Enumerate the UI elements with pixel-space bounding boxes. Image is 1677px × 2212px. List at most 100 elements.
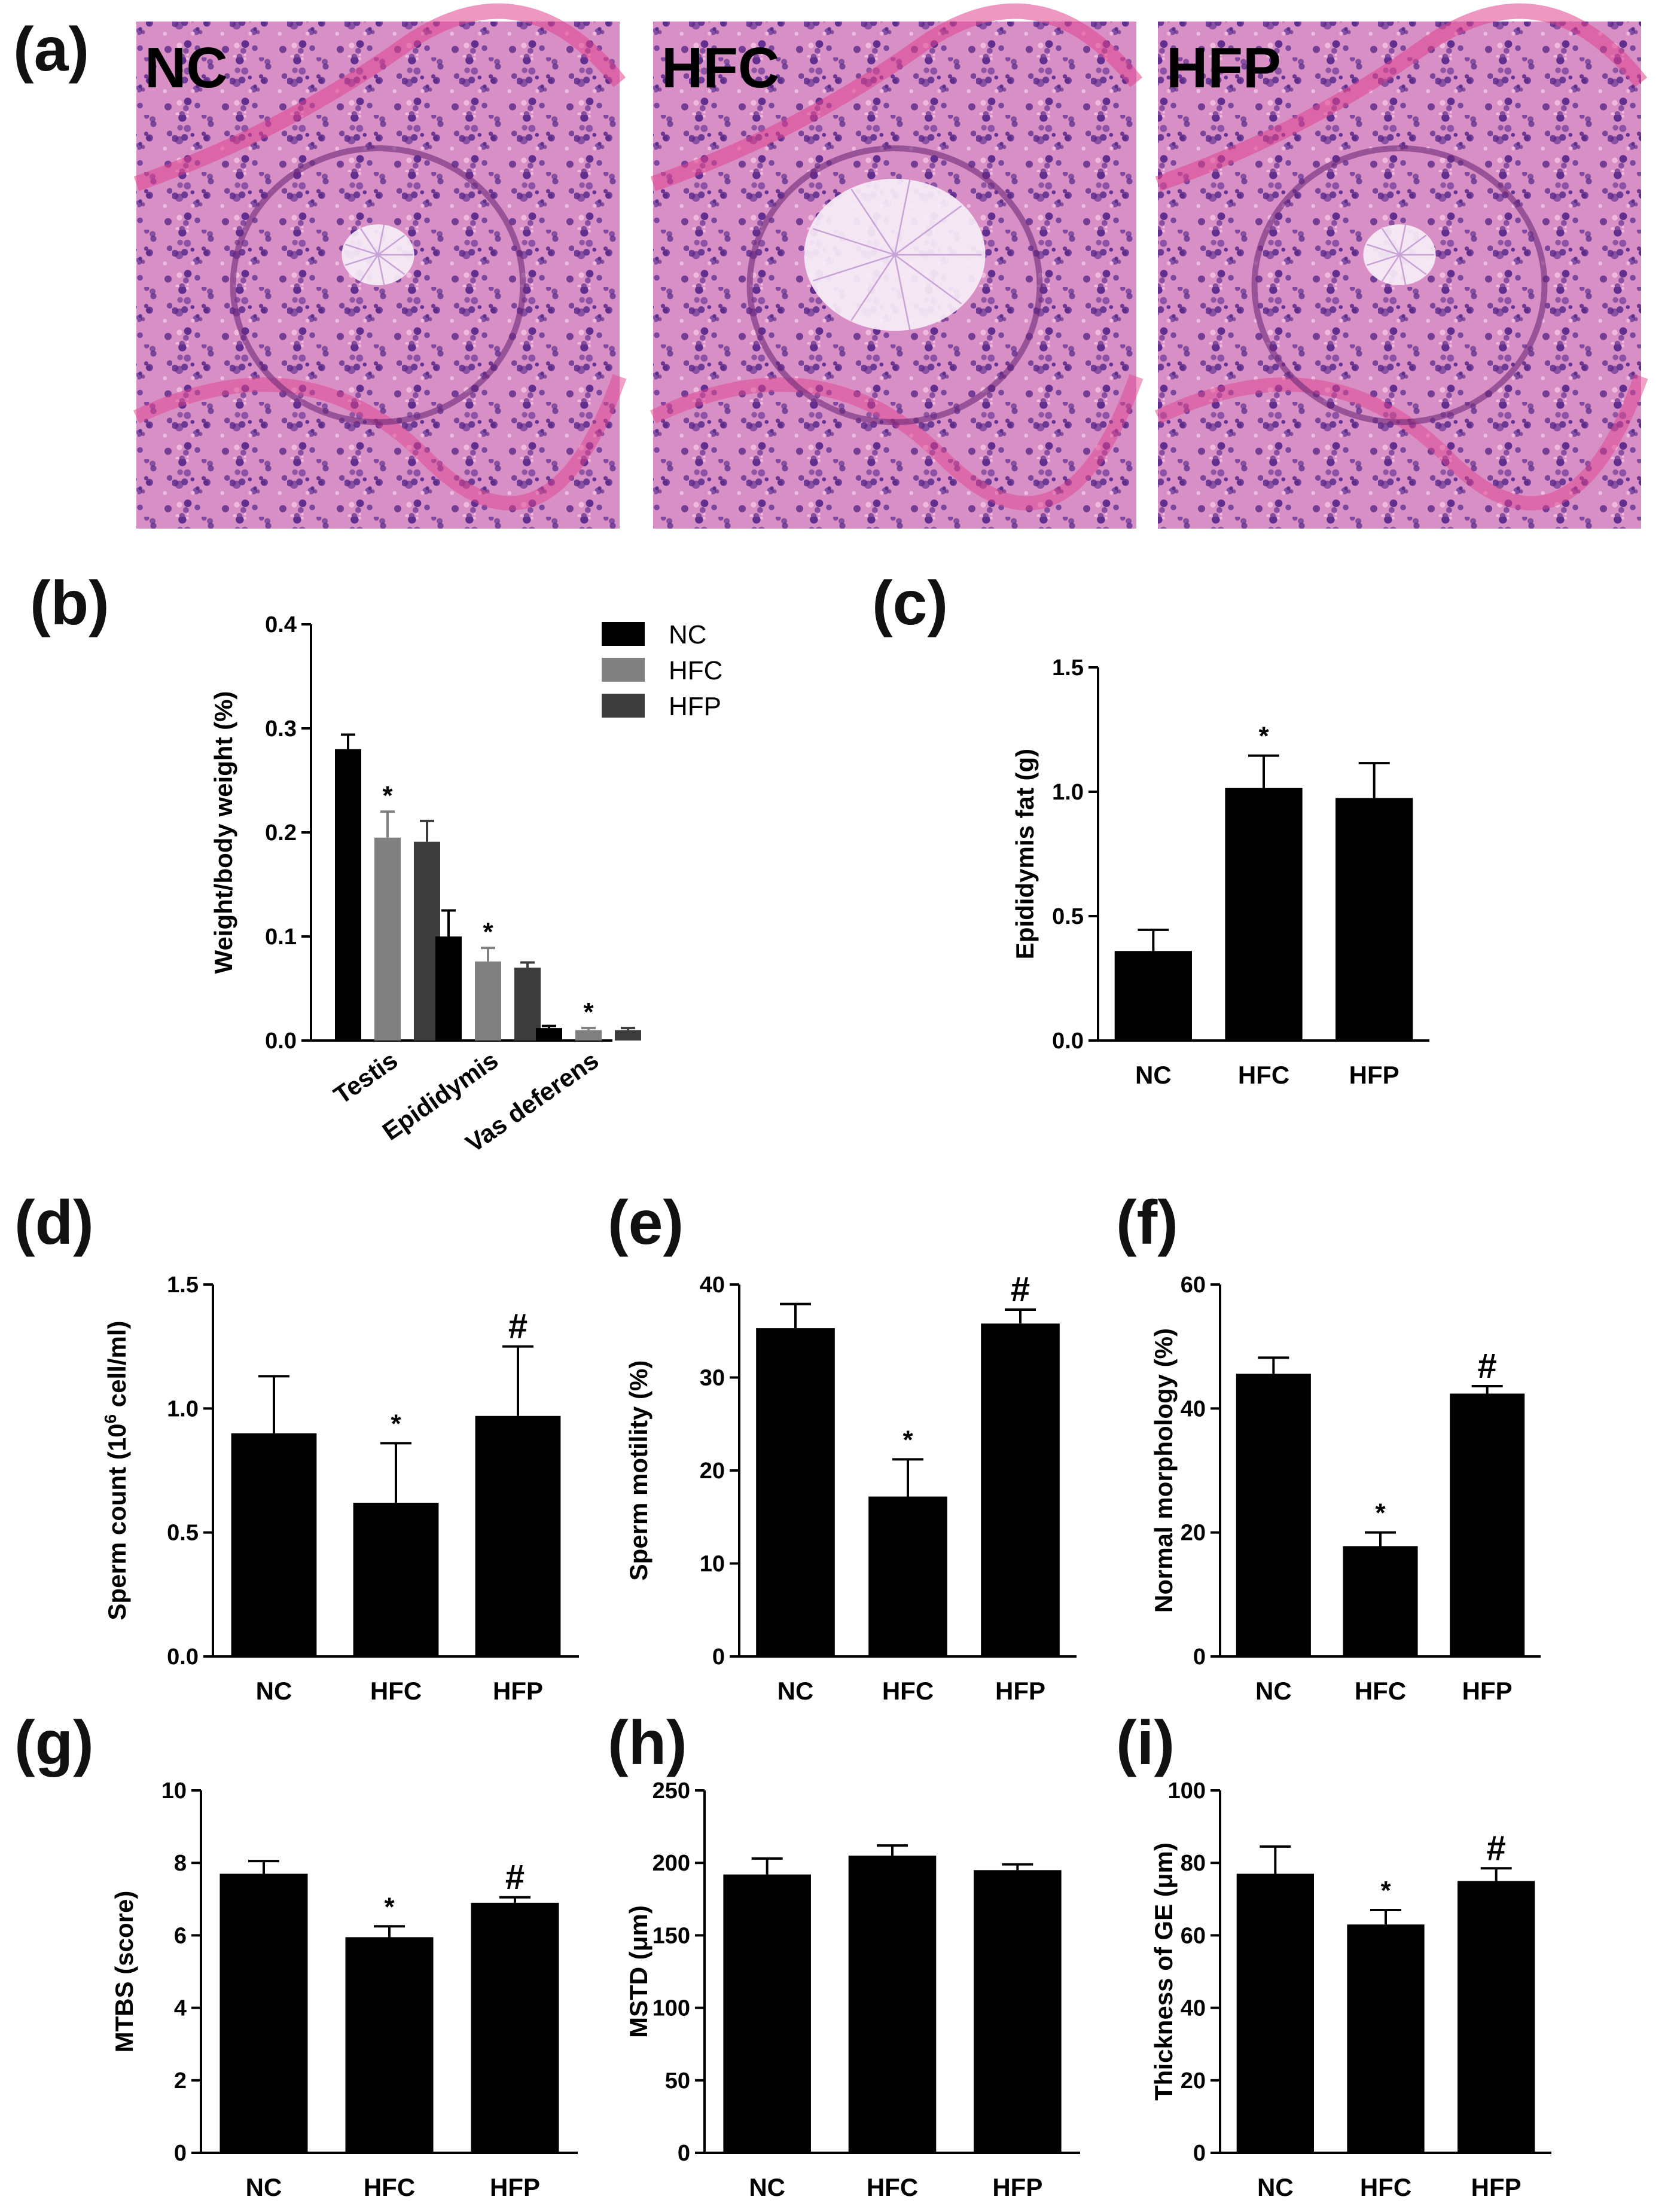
sperm-tail: [894, 254, 962, 304]
sperm-tail: [894, 205, 962, 256]
stroma-band: [650, 3, 1143, 191]
sperm-tail: [1398, 224, 1407, 255]
y-tick-label: 10: [161, 1778, 187, 1804]
sperm-tail: [377, 234, 405, 256]
y-tick-label: 30: [700, 1366, 725, 1391]
stroma-band: [1155, 3, 1648, 191]
stroma-band: [133, 374, 627, 511]
panel-label-d: (d): [14, 1188, 94, 1258]
sperm-tail: [359, 228, 379, 255]
bar-hfp: [974, 1870, 1062, 2153]
panel-label-c: (c): [872, 569, 948, 638]
y-tick-label: 0.1: [265, 925, 297, 950]
sperm-tail: [344, 243, 379, 256]
y-axis-label-superscript: 6: [101, 1414, 120, 1424]
sperm-tail: [344, 254, 379, 266]
y-tick-label: 4: [174, 1996, 187, 2021]
bar-nc: [1114, 951, 1192, 1041]
x-category-label: HFP: [493, 1677, 543, 1705]
y-axis-label: Normal morphology (%): [1149, 1328, 1178, 1613]
y-tick-label: 1.5: [167, 1273, 199, 1298]
sperm-tail: [894, 179, 911, 255]
y-tick-label: 40: [1181, 1396, 1206, 1421]
x-category-label: HFC: [882, 1677, 934, 1705]
y-tick-label: 1.0: [1052, 780, 1084, 805]
legend-label: HFP: [669, 692, 721, 721]
y-axis-label-part: Sperm count (10: [103, 1423, 131, 1620]
x-category-label: HFC: [867, 2173, 918, 2201]
x-category-label: HFP: [1462, 1677, 1513, 1705]
y-tick-label: 0.3: [265, 716, 297, 742]
bar-hfc: [1347, 1924, 1425, 2153]
x-category-label: NC: [256, 1677, 292, 1705]
bar-hfc: [353, 1502, 439, 1656]
x-category-label: NC: [1135, 1061, 1172, 1089]
legend-swatch-hfp: [602, 694, 645, 718]
y-tick-label: 40: [700, 1273, 725, 1298]
x-category-label: NC: [1255, 1677, 1292, 1705]
bar-hfc: [345, 1937, 434, 2153]
stroma-band: [650, 374, 1144, 511]
bar-hfc: [868, 1496, 947, 1656]
sperm-tail: [1381, 228, 1401, 255]
stroma-band: [1154, 374, 1648, 511]
significance-marker: *: [902, 1425, 913, 1454]
bar-nc: [756, 1328, 835, 1656]
y-axis-label: Thickness of GE (μm): [1149, 1842, 1178, 2101]
y-tick-label: 0.0: [1052, 1029, 1084, 1054]
x-category-label: NC: [246, 2173, 282, 2201]
significance-marker: *: [391, 1409, 401, 1438]
x-category-label: HFC: [1238, 1061, 1289, 1089]
bar-nc: [1236, 1374, 1311, 1656]
y-tick-label: 0: [1193, 1644, 1206, 1670]
y-tick-label: 0: [1193, 2141, 1206, 2166]
panel-label-b: (b): [30, 569, 109, 638]
y-tick-label: 6: [174, 1923, 187, 1948]
y-tick-label: 250: [652, 1778, 690, 1804]
significance-marker: *: [1380, 1876, 1391, 1905]
micrograph-nc: NC: [133, 3, 627, 529]
micrograph-label: NC: [145, 36, 228, 100]
bar-hfc: [848, 1856, 937, 2153]
x-category-label: HFC: [1360, 2173, 1411, 2201]
sperm-tail: [1399, 254, 1427, 275]
y-axis-label: Sperm count (106 cell/ml): [101, 1320, 131, 1620]
micrograph-hfp: HFP: [1154, 3, 1648, 529]
sperm-tail: [812, 228, 895, 256]
y-tick-label: 0.5: [167, 1521, 199, 1546]
significance-marker: #: [1487, 1829, 1506, 1868]
x-category-label: HFC: [364, 2173, 415, 2201]
y-axis-label-part: cell/ml): [103, 1320, 131, 1414]
sperm-tail: [377, 224, 385, 255]
stroma-band: [133, 3, 626, 191]
chart-panel-h: (h) 0 50 100 150 200 250 MSTD (μm) NC HFC HFP: [608, 1708, 1080, 2201]
y-tick-label: 8: [174, 1851, 187, 1876]
y-tick-label: 0: [678, 2141, 690, 2166]
x-category-label: HFP: [1471, 2173, 1522, 2201]
legend-swatch-hfc: [602, 658, 645, 682]
y-axis-label: MSTD (μm): [624, 1905, 652, 2038]
sperm-tail: [1399, 234, 1427, 256]
legend-swatch-nc: [602, 622, 645, 646]
x-category-label: HFP: [995, 1677, 1045, 1705]
y-tick-label: 20: [1181, 2068, 1206, 2094]
y-tick-label: 100: [652, 1996, 690, 2021]
y-tick-label: 50: [665, 2068, 690, 2094]
y-axis-label: Epididymis fat (g): [1011, 749, 1039, 959]
sperm-tail: [377, 254, 405, 275]
bar-nc: [231, 1433, 317, 1656]
significance-marker: *: [483, 917, 493, 947]
micrograph-hfc: HFC: [650, 3, 1144, 529]
sperm-tail: [1381, 254, 1401, 282]
micrograph-label: HFC: [661, 36, 779, 100]
significance-marker: #: [508, 1307, 528, 1346]
significance-marker: *: [1375, 1499, 1386, 1528]
y-tick-label: 20: [700, 1459, 725, 1484]
bar-hfp: [1335, 798, 1413, 1041]
x-category-label: HFC: [370, 1677, 422, 1705]
bar-hfp: [475, 1415, 561, 1656]
bar-nc: [335, 749, 361, 1041]
panel-label-a: (a): [13, 15, 89, 84]
y-tick-label: 0: [712, 1644, 725, 1670]
